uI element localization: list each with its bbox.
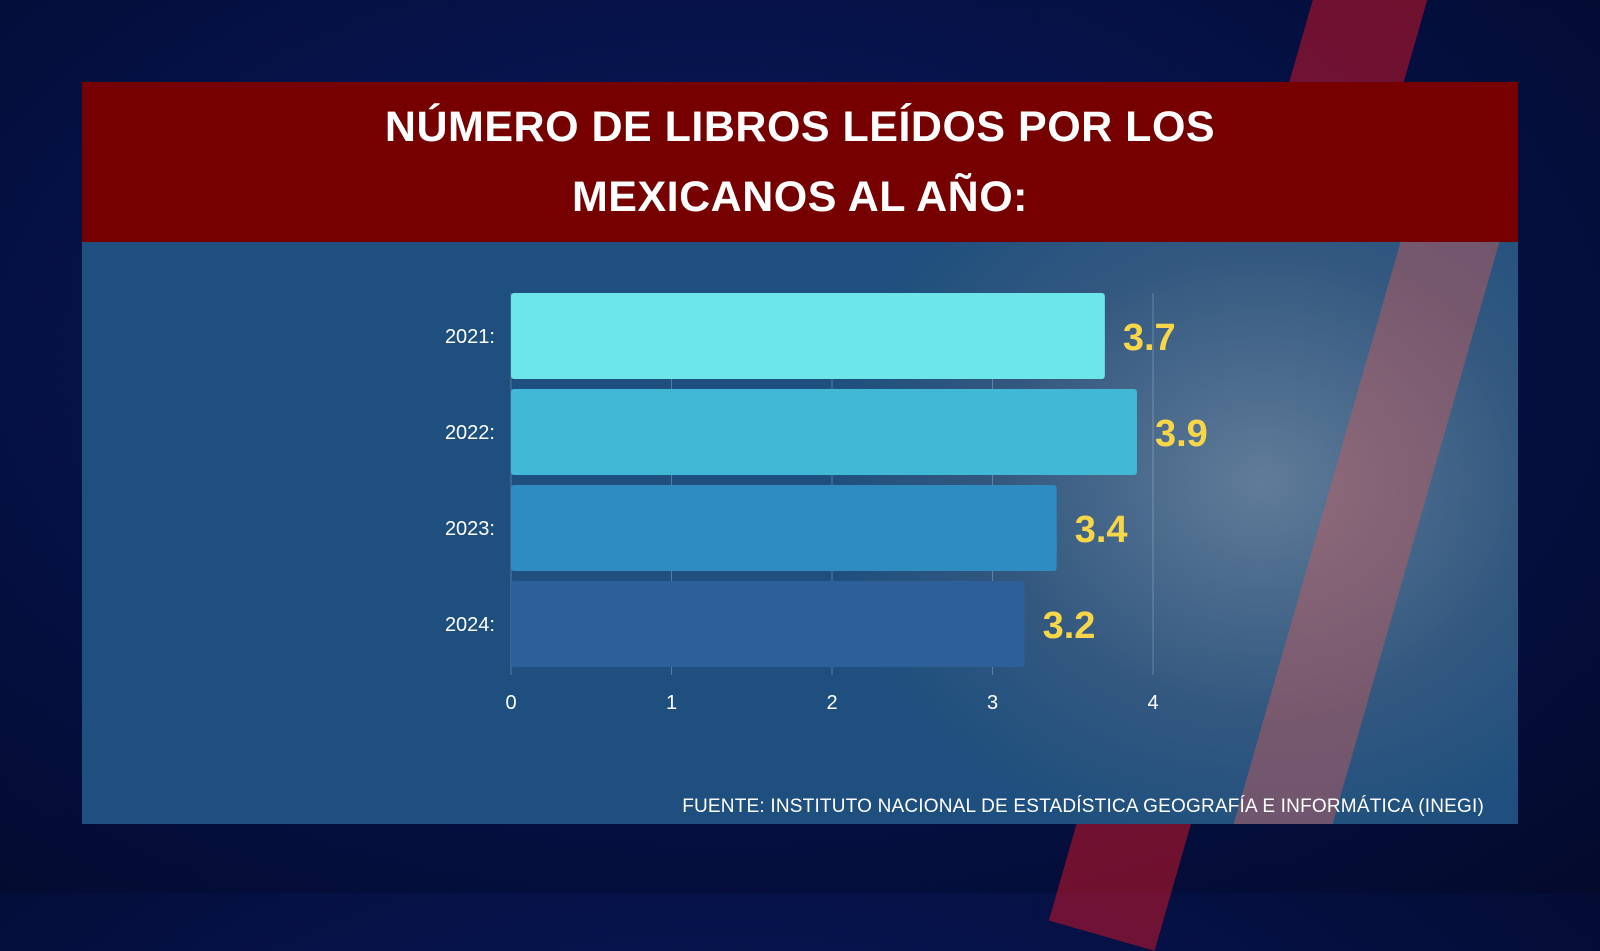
value-label: 3.9 xyxy=(1155,413,1208,455)
x-tick-label: 2 xyxy=(826,692,837,714)
bar-2021 xyxy=(511,293,1105,379)
source-note: FUENTE: INSTITUTO NACIONAL DE ESTADÍSTIC… xyxy=(682,796,1484,817)
bar-chart: 0 1 2 3 4 2021: 3.7 2022: 3.9 2023: 3.4 2024: 3.2 xyxy=(445,293,1208,714)
bar-2022 xyxy=(511,389,1137,475)
bar-2023 xyxy=(511,485,1057,571)
x-tick-label: 3 xyxy=(987,692,998,714)
category-label: 2024: xyxy=(445,614,495,636)
value-label: 3.7 xyxy=(1123,317,1176,359)
value-label: 3.2 xyxy=(1043,605,1096,647)
chart-card: NÚMERO DE LIBROS LEÍDOS POR LOS MEXICANO… xyxy=(82,82,1518,824)
value-label: 3.4 xyxy=(1075,509,1128,551)
category-label: 2023: xyxy=(445,518,495,540)
x-tick-label: 4 xyxy=(1147,692,1158,714)
title-banner: NÚMERO DE LIBROS LEÍDOS POR LOS MEXICANO… xyxy=(82,82,1518,242)
category-label: 2021: xyxy=(445,326,495,348)
x-tick-label: 0 xyxy=(505,692,516,714)
chart-title: NÚMERO DE LIBROS LEÍDOS POR LOS MEXICANO… xyxy=(384,103,1216,221)
bar-2024 xyxy=(511,581,1025,667)
category-label: 2022: xyxy=(445,422,495,444)
x-tick-label: 1 xyxy=(666,692,677,714)
